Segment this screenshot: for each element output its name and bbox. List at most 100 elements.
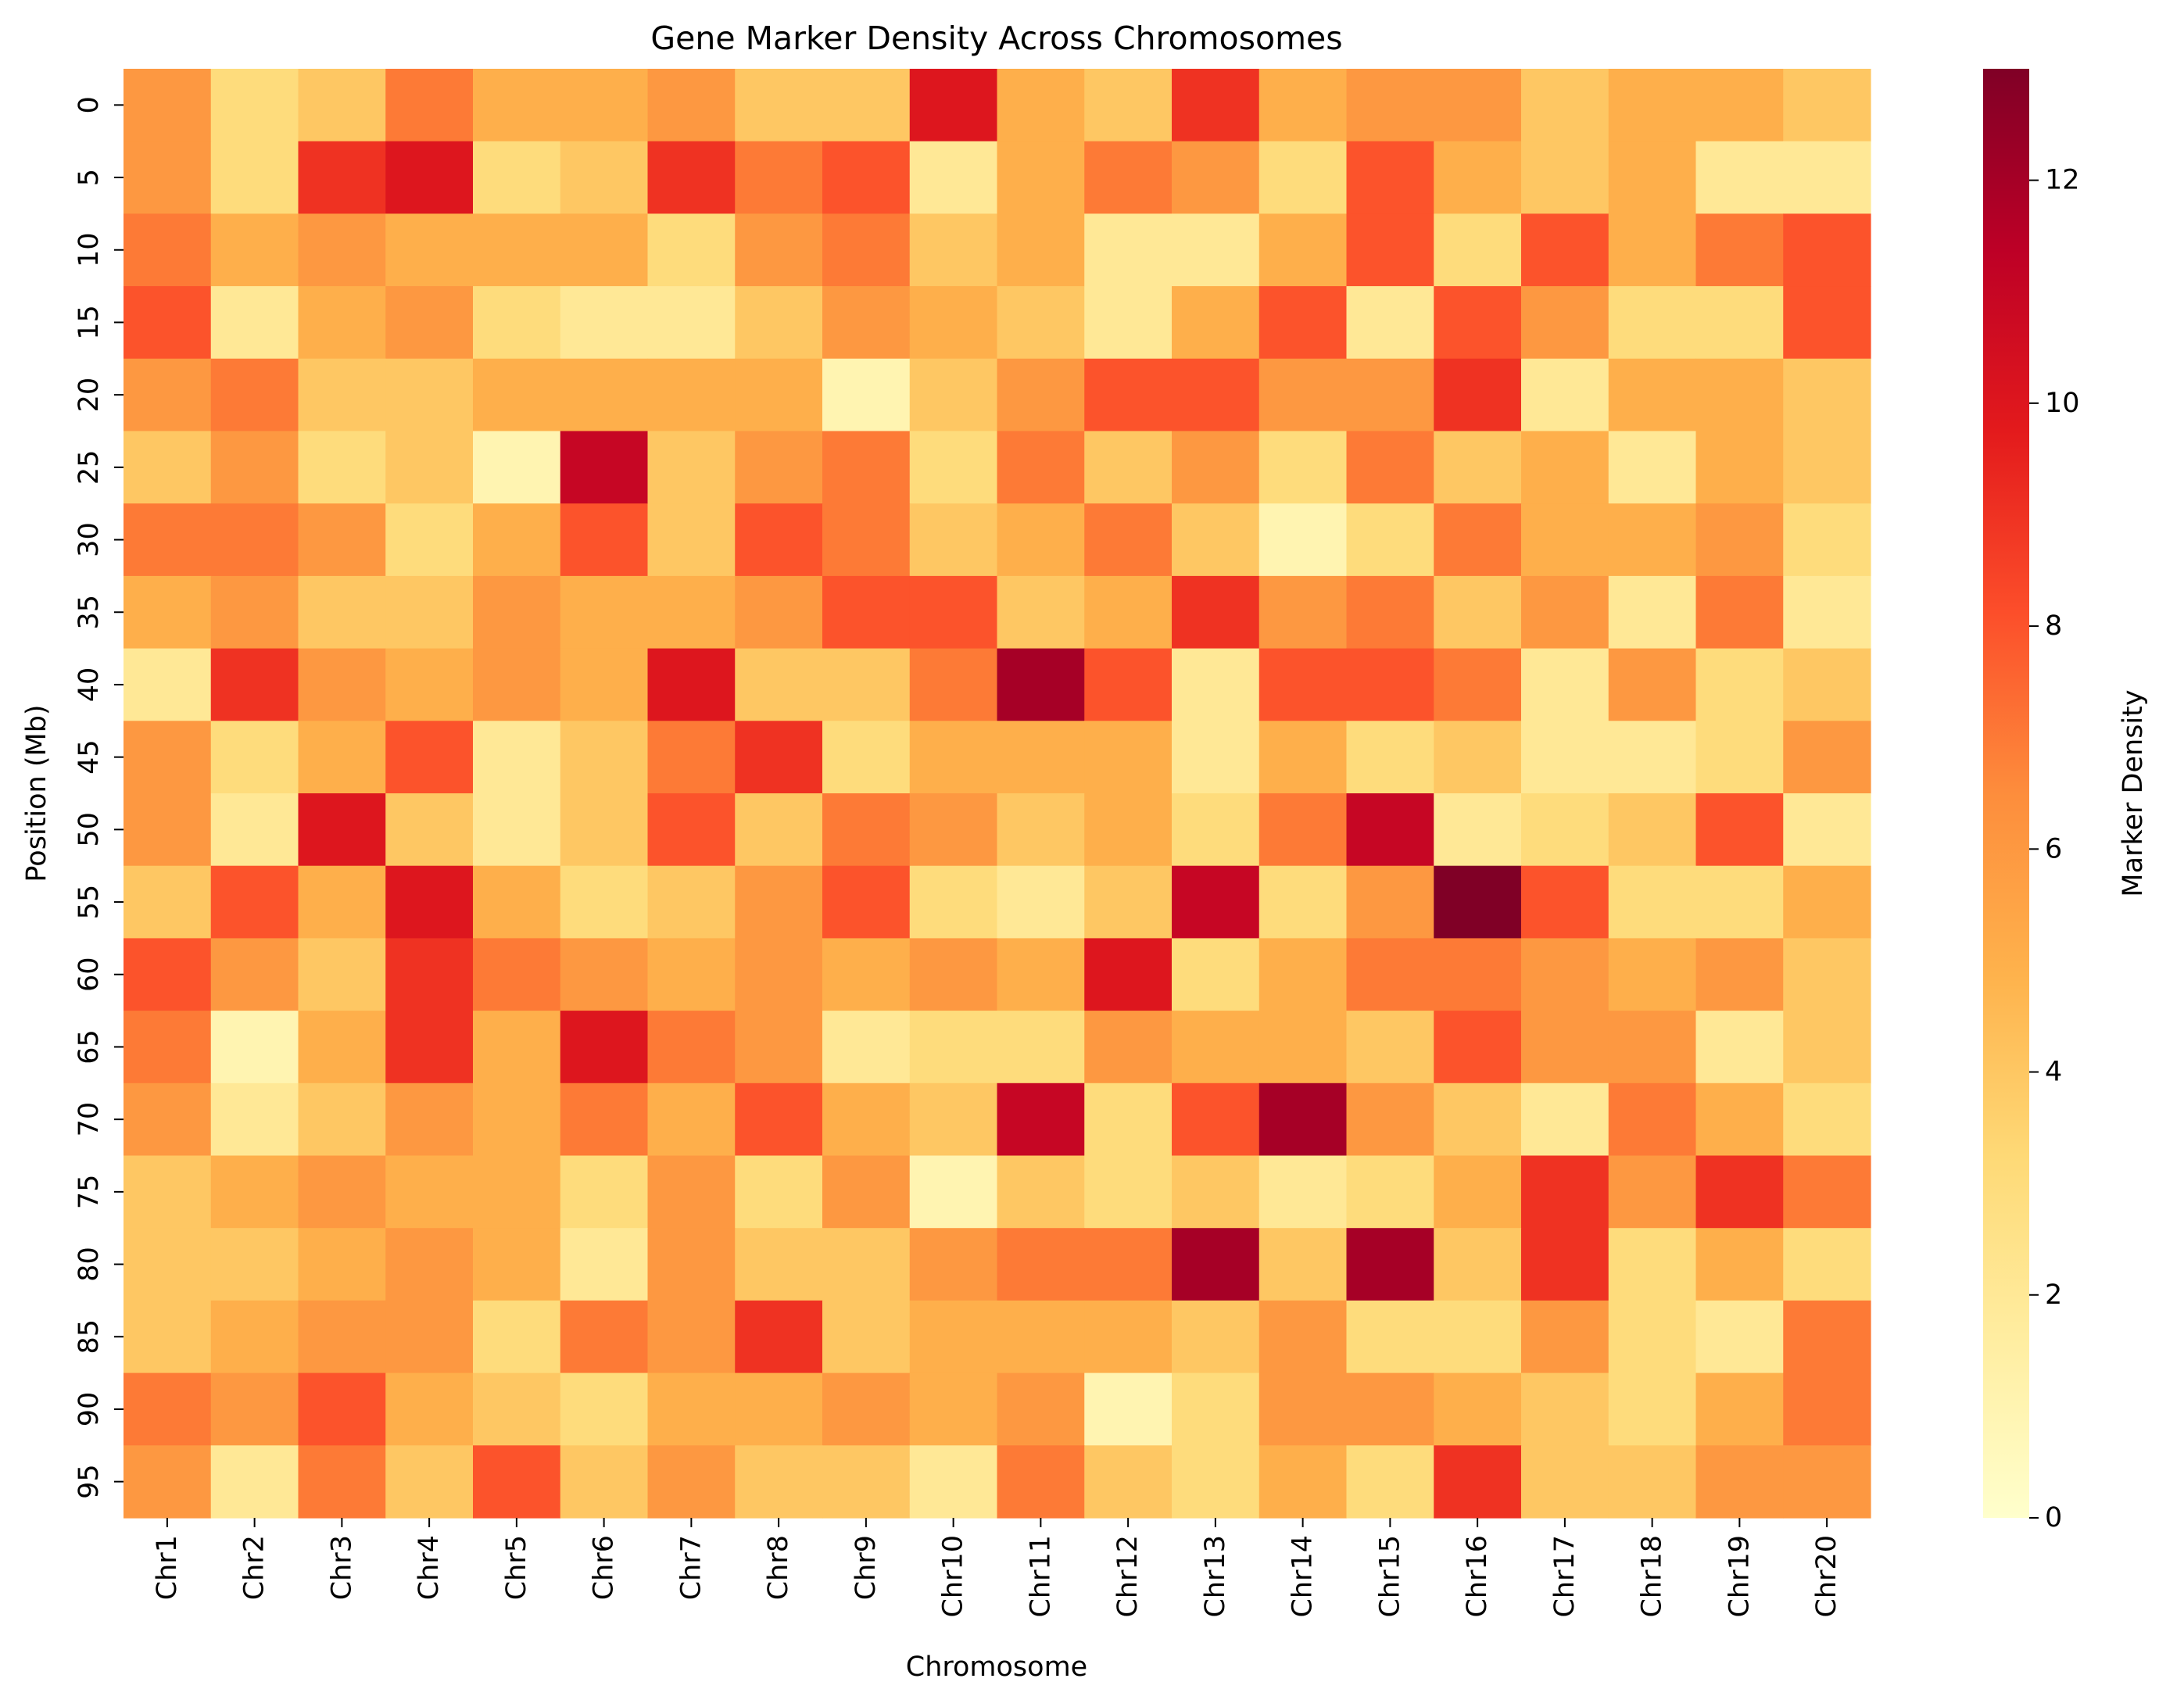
heatmap-cell-40-Chr13 — [1172, 648, 1260, 721]
heatmap-cell-25-Chr6 — [560, 431, 649, 504]
heatmap-cell-60-Chr18 — [1608, 938, 1697, 1011]
y-tick-label: 80 — [73, 1247, 105, 1282]
heatmap-cell-30-Chr13 — [1172, 503, 1260, 577]
x-tick-label: Chr1 — [152, 1535, 183, 1600]
heatmap-cell-75-Chr6 — [560, 1155, 649, 1229]
heatmap-cell-80-Chr13 — [1172, 1228, 1260, 1301]
heatmap-cell-95-Chr19 — [1695, 1445, 1784, 1519]
y-tick-label: 70 — [73, 1102, 105, 1137]
heatmap-cell-80-Chr14 — [1258, 1228, 1348, 1301]
heatmap-cell-65-Chr1 — [124, 1011, 212, 1084]
heatmap-cell-90-Chr4 — [385, 1372, 474, 1446]
heatmap-cell-20-Chr19 — [1695, 358, 1784, 432]
x-tick-label: Chr10 — [938, 1535, 969, 1618]
heatmap-cell-65-Chr9 — [822, 1011, 911, 1084]
heatmap-cell-95-Chr5 — [473, 1445, 561, 1519]
heatmap-cell-30-Chr15 — [1346, 503, 1434, 577]
heatmap-cell-95-Chr11 — [997, 1445, 1085, 1519]
heatmap-cell-50-Chr13 — [1172, 793, 1260, 867]
heatmap-cell-45-Chr18 — [1608, 721, 1697, 794]
heatmap-cell-0-Chr7 — [647, 69, 736, 142]
heatmap-cell-50-Chr1 — [124, 793, 212, 867]
heatmap-cell-50-Chr5 — [473, 793, 561, 867]
heatmap-cell-95-Chr6 — [560, 1445, 649, 1519]
heatmap-cell-30-Chr14 — [1258, 503, 1348, 577]
heatmap-cell-95-Chr13 — [1172, 1445, 1260, 1519]
heatmap-cell-20-Chr10 — [909, 358, 998, 432]
y-tick-label: 55 — [73, 885, 105, 920]
y-tick-label: 45 — [73, 739, 105, 775]
y-tick-label: 65 — [73, 1029, 105, 1065]
heatmap-cell-70-Chr10 — [909, 1083, 998, 1157]
heatmap-cell-50-Chr18 — [1608, 793, 1697, 867]
heatmap-cell-10-Chr7 — [647, 213, 736, 287]
heatmap-cell-45-Chr6 — [560, 721, 649, 794]
heatmap-cell-40-Chr11 — [997, 648, 1085, 721]
heatmap-cell-50-Chr11 — [997, 793, 1085, 867]
x-tick-label: Chr3 — [326, 1535, 357, 1600]
heatmap-cell-55-Chr15 — [1346, 865, 1434, 939]
heatmap-cell-5-Chr7 — [647, 141, 736, 214]
heatmap-cell-50-Chr4 — [385, 793, 474, 867]
heatmap-cell-85-Chr18 — [1608, 1300, 1697, 1374]
heatmap-cell-25-Chr20 — [1783, 431, 1871, 504]
heatmap-cell-65-Chr6 — [560, 1011, 649, 1084]
heatmap-cell-55-Chr8 — [735, 865, 823, 939]
heatmap-cell-80-Chr4 — [385, 1228, 474, 1301]
heatmap-cell-15-Chr19 — [1695, 286, 1784, 360]
heatmap-cell-5-Chr12 — [1084, 141, 1173, 214]
heatmap-cell-15-Chr6 — [560, 286, 649, 360]
heatmap-cell-70-Chr2 — [210, 1083, 299, 1157]
heatmap-cell-15-Chr4 — [385, 286, 474, 360]
heatmap-cell-40-Chr17 — [1521, 648, 1609, 721]
heatmap-cell-25-Chr2 — [210, 431, 299, 504]
heatmap-cell-60-Chr5 — [473, 938, 561, 1011]
heatmap-cell-70-Chr20 — [1783, 1083, 1871, 1157]
heatmap-cell-90-Chr7 — [647, 1372, 736, 1446]
heatmap-cell-25-Chr5 — [473, 431, 561, 504]
heatmap-cell-95-Chr16 — [1434, 1445, 1522, 1519]
heatmap-cell-85-Chr8 — [735, 1300, 823, 1374]
heatmap-cell-60-Chr13 — [1172, 938, 1260, 1011]
heatmap-cell-90-Chr13 — [1172, 1372, 1260, 1446]
heatmap-cell-40-Chr8 — [735, 648, 823, 721]
heatmap-cell-25-Chr13 — [1172, 431, 1260, 504]
heatmap-cell-50-Chr20 — [1783, 793, 1871, 867]
heatmap-cell-0-Chr19 — [1695, 69, 1784, 142]
heatmap-cell-35-Chr5 — [473, 575, 561, 650]
heatmap-cell-75-Chr15 — [1346, 1155, 1434, 1229]
heatmap-cell-75-Chr16 — [1434, 1155, 1522, 1229]
x-tick-label: Chr5 — [501, 1535, 532, 1600]
heatmap-cell-70-Chr16 — [1434, 1083, 1522, 1157]
heatmap-cell-20-Chr4 — [385, 358, 474, 432]
heatmap-cell-70-Chr12 — [1084, 1083, 1173, 1157]
heatmap-cell-90-Chr8 — [735, 1372, 823, 1446]
heatmap-cell-70-Chr9 — [822, 1083, 911, 1157]
heatmap-cell-40-Chr14 — [1258, 648, 1348, 721]
colorbar-tick-label: 4 — [2045, 1057, 2062, 1088]
heatmap-cell-25-Chr1 — [124, 431, 212, 504]
heatmap-cell-60-Chr1 — [124, 938, 212, 1011]
heatmap-cell-40-Chr5 — [473, 648, 561, 721]
heatmap-cell-15-Chr5 — [473, 286, 561, 360]
heatmap-cell-55-Chr17 — [1521, 865, 1609, 939]
heatmap-cell-20-Chr2 — [210, 358, 299, 432]
heatmap-cell-80-Chr7 — [647, 1228, 736, 1301]
heatmap-cell-40-Chr20 — [1783, 648, 1871, 721]
heatmap-cell-45-Chr10 — [909, 721, 998, 794]
heatmap-cell-55-Chr12 — [1084, 865, 1173, 939]
heatmap-cell-20-Chr7 — [647, 358, 736, 432]
heatmap-cell-45-Chr13 — [1172, 721, 1260, 794]
heatmap-cell-40-Chr2 — [210, 648, 299, 721]
heatmap-cell-20-Chr9 — [822, 358, 911, 432]
y-tick-label: 20 — [73, 378, 105, 413]
heatmap-cell-75-Chr14 — [1258, 1155, 1348, 1229]
chart-title: Gene Marker Density Across Chromosomes — [650, 20, 1342, 57]
heatmap-cell-60-Chr20 — [1783, 938, 1871, 1011]
heatmap-cell-65-Chr15 — [1346, 1011, 1434, 1084]
heatmap-cell-0-Chr13 — [1172, 69, 1260, 142]
heatmap-cell-75-Chr19 — [1695, 1155, 1784, 1229]
heatmap-cell-35-Chr1 — [124, 575, 212, 650]
heatmap-cell-70-Chr3 — [298, 1083, 386, 1157]
heatmap-cell-65-Chr4 — [385, 1011, 474, 1084]
